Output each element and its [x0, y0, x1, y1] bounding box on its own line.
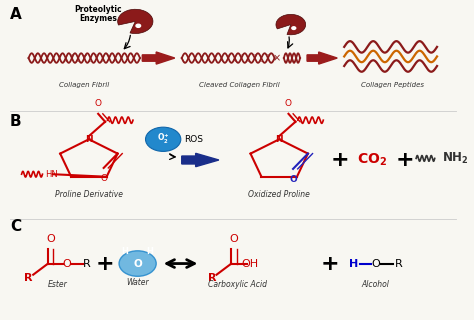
Text: Oxidized Proline: Oxidized Proline [248, 190, 310, 199]
Text: +: + [330, 150, 349, 170]
FancyArrow shape [142, 52, 175, 64]
Text: ROS: ROS [184, 135, 203, 144]
Text: Collagen Peptides: Collagen Peptides [362, 82, 424, 88]
Wedge shape [118, 9, 153, 34]
Text: R: R [24, 273, 33, 283]
Circle shape [292, 27, 296, 29]
Text: O: O [372, 259, 380, 268]
Text: O: O [100, 174, 107, 183]
Text: $\mathregular{NH_2}$: $\mathregular{NH_2}$ [442, 151, 468, 166]
Text: R: R [82, 259, 91, 268]
Text: O: O [229, 235, 238, 244]
Text: O: O [289, 175, 297, 184]
Text: A: A [10, 7, 22, 22]
FancyArrow shape [307, 52, 337, 64]
Text: Enzymes: Enzymes [79, 14, 117, 23]
FancyArrow shape [182, 153, 219, 167]
Text: R: R [208, 273, 216, 283]
Text: Cleaved Collagen Fibril: Cleaved Collagen Fibril [200, 82, 280, 88]
Circle shape [136, 24, 141, 28]
Text: O: O [95, 99, 102, 108]
Text: C: C [10, 219, 21, 234]
Text: +: + [395, 150, 414, 170]
Text: B: B [10, 114, 22, 129]
Text: $\mathregular{O_2^{+}}$: $\mathregular{O_2^{+}}$ [157, 132, 169, 146]
Text: Collagen Fibril: Collagen Fibril [59, 82, 109, 88]
Text: ×: × [273, 53, 281, 63]
Text: O: O [133, 259, 142, 268]
Text: OH: OH [242, 259, 259, 268]
Text: Proteolytic: Proteolytic [74, 5, 122, 14]
Text: Water: Water [126, 278, 149, 287]
Wedge shape [276, 14, 306, 35]
Text: H: H [122, 247, 128, 256]
Text: N: N [85, 135, 93, 144]
Text: Alcohol: Alcohol [362, 280, 390, 290]
Text: Carboxylic Acid: Carboxylic Acid [208, 280, 267, 290]
Text: Ester: Ester [48, 280, 68, 290]
Text: H: H [147, 247, 154, 256]
Text: +: + [96, 253, 114, 274]
Text: $\mathregular{CO_2}$: $\mathregular{CO_2}$ [357, 152, 387, 168]
Text: +: + [321, 253, 339, 274]
Circle shape [119, 251, 156, 276]
Text: R: R [395, 259, 402, 268]
Text: O: O [62, 259, 71, 268]
Text: N: N [275, 135, 283, 144]
Text: H: H [349, 259, 358, 268]
Text: Proline Derivative: Proline Derivative [55, 190, 123, 199]
Text: HN: HN [45, 170, 58, 179]
Circle shape [146, 127, 181, 151]
Text: O: O [46, 235, 55, 244]
Text: O: O [285, 99, 292, 108]
